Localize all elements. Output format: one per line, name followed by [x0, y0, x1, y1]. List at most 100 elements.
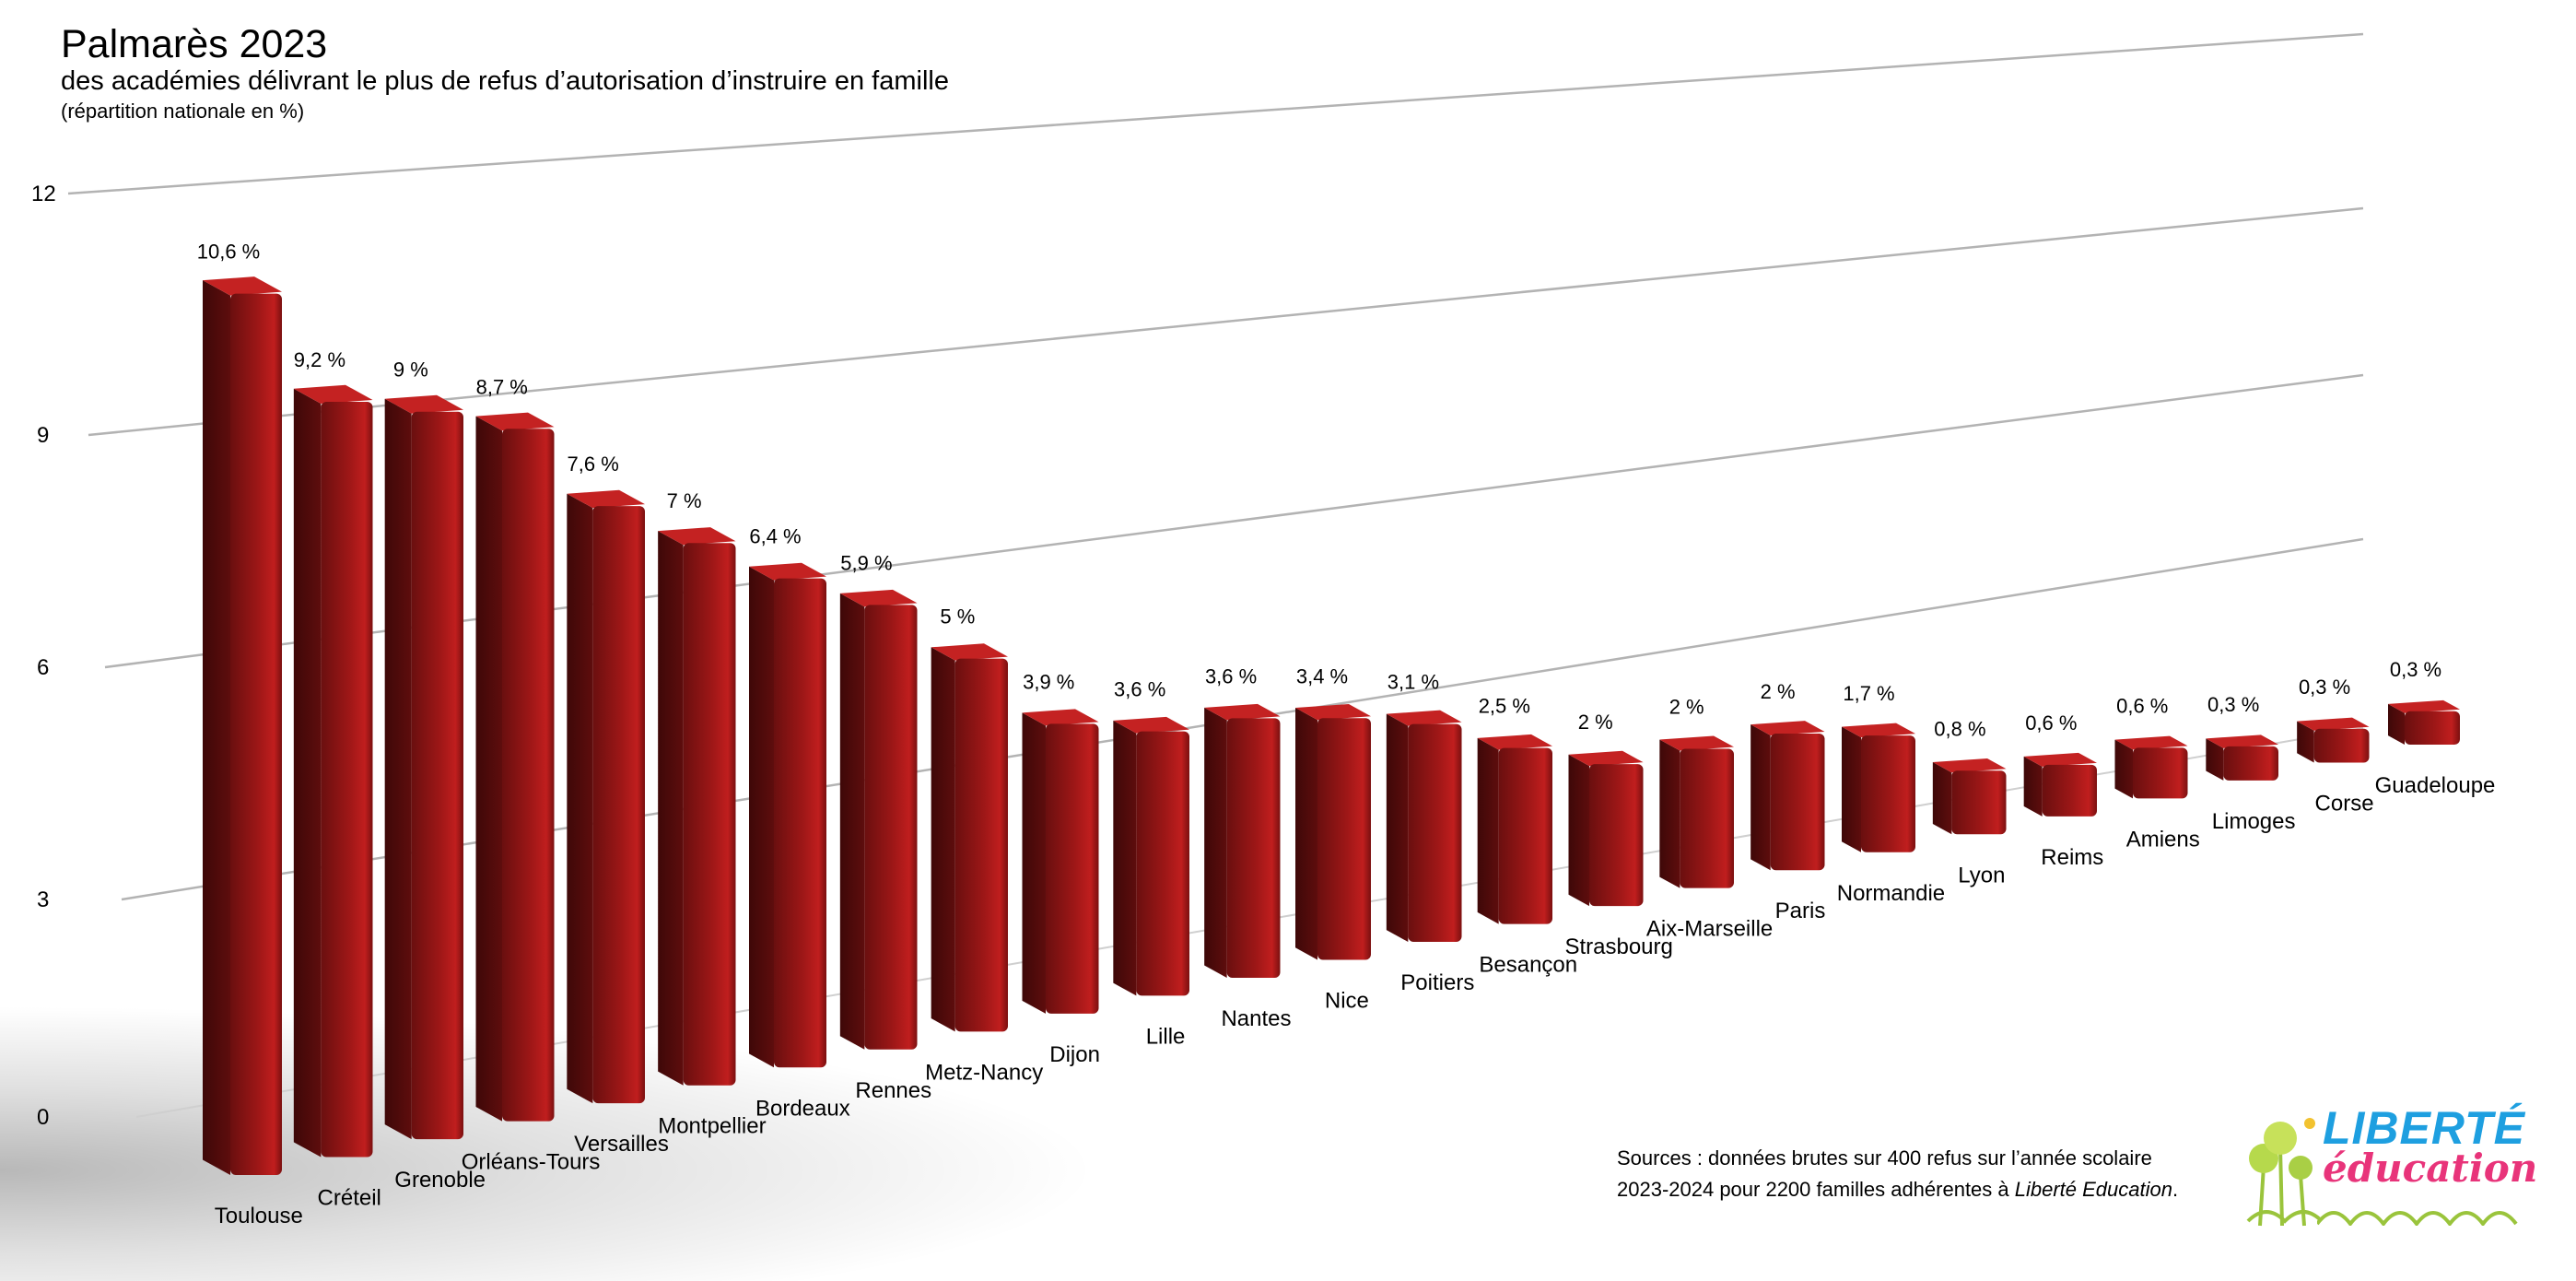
source-line-2-prefix: 2023-2024 pour 2200 familles adhérentes … [1617, 1178, 2015, 1201]
value-label: 0,3 % [2390, 658, 2441, 681]
value-label: 5,9 % [840, 551, 892, 574]
category-label: Bordeaux [755, 1096, 850, 1121]
source-line-2: 2023-2024 pour 2200 familles adhérentes … [1617, 1174, 2178, 1205]
bar-20 [1932, 758, 2007, 835]
category-label: Toulouse [215, 1204, 303, 1228]
bar-top [2297, 717, 2370, 731]
category-label: Lyon [1958, 863, 2005, 887]
y-tick-label: 12 [31, 182, 56, 206]
bar-top [203, 276, 282, 296]
category-label: Poitiers [1400, 970, 1474, 995]
category-label: Montpellier [658, 1114, 766, 1139]
bar-top [2206, 735, 2278, 748]
bar-3 [384, 394, 463, 1140]
y-tick-label: 0 [37, 1105, 49, 1130]
bar-side [203, 280, 230, 1176]
y-tick-label: 3 [37, 887, 49, 912]
value-label: 3,6 % [1205, 664, 1257, 688]
source-line-1: Sources : données brutes sur 400 refus s… [1617, 1146, 2152, 1169]
logo-arches [2317, 1211, 2518, 1226]
bar-14 [1386, 710, 1462, 943]
value-label: 3,9 % [1023, 670, 1074, 693]
bar-front [683, 543, 736, 1086]
bar-top [1842, 723, 1915, 738]
chart-unit-note: (répartition nationale en %) [61, 100, 305, 123]
value-label: 3,6 % [1114, 678, 1165, 701]
bar-side [567, 493, 593, 1104]
value-label: 2 % [1578, 711, 1613, 734]
bar-front [2223, 746, 2278, 781]
value-label: 5 % [940, 605, 975, 629]
bar-front [1046, 723, 1099, 1014]
value-label: 7 % [667, 489, 702, 512]
category-label: Amiens [2126, 827, 2200, 852]
bar-25 [2388, 699, 2460, 745]
bar-top [2114, 735, 2188, 750]
bar-side [931, 647, 955, 1032]
bar-top [1568, 750, 1644, 767]
bar-top [1751, 721, 1825, 735]
bar-5 [567, 489, 645, 1104]
value-label: 9,2 % [294, 348, 345, 371]
category-label: Metz-Nancy [925, 1060, 1043, 1085]
bar-12 [1204, 703, 1281, 978]
bar-6 [658, 527, 736, 1086]
source-line-2-suffix: . [2172, 1178, 2179, 1201]
bar-front [411, 411, 463, 1140]
value-label: 0,6 % [2025, 711, 2077, 735]
bar-4 [475, 412, 555, 1122]
bar-front [1770, 733, 1825, 871]
value-label: 6,4 % [749, 525, 801, 548]
category-label: Guadeloupe [2375, 773, 2496, 798]
category-label: Strasbourg [1564, 934, 1672, 959]
bar-13 [1295, 704, 1371, 960]
y-axis-ticks: 0 3 6 9 12 [31, 182, 56, 1130]
bar-top [293, 384, 373, 404]
bar-top [1477, 734, 1552, 750]
value-label: 0,8 % [1934, 717, 1985, 740]
bar-10 [1022, 709, 1099, 1014]
bar-top [1204, 703, 1281, 721]
y-tick-label: 9 [37, 423, 49, 448]
bar-17 [1659, 735, 1734, 888]
bar-top [1295, 704, 1371, 721]
logo-word-liberte: LIBERTÉ [2323, 1102, 2525, 1154]
bar-top [1113, 716, 1189, 734]
bar-top [658, 527, 736, 546]
value-label: 3,4 % [1296, 664, 1348, 688]
bar-side [1204, 707, 1227, 978]
bar-side [2206, 738, 2224, 781]
category-label: Corse [2315, 791, 2374, 816]
source-note: Sources : données brutes sur 400 refus s… [1617, 1143, 2178, 1205]
category-label: Nantes [1221, 1006, 1291, 1031]
bar-side [839, 593, 865, 1050]
bar-front [1951, 770, 2007, 835]
bar-top [1022, 709, 1099, 726]
bar-top [1386, 710, 1462, 726]
bar-19 [1842, 723, 1915, 852]
value-label: 9 % [393, 358, 428, 382]
bar-side [1113, 720, 1137, 996]
category-label: Besançon [1479, 953, 1577, 978]
bar-1 [203, 276, 282, 1176]
bar-top [2023, 752, 2097, 767]
category-label: Limoges [2212, 809, 2296, 834]
bar-front [2042, 764, 2097, 817]
bar-18 [1751, 721, 1825, 871]
bar-front [1498, 747, 1552, 924]
bar-side [1295, 708, 1317, 960]
bar-top [567, 489, 645, 509]
bar-front [2313, 728, 2370, 763]
value-label: 0,3 % [2207, 693, 2259, 716]
bar-front [864, 605, 918, 1050]
value-label: 0,6 % [2116, 694, 2168, 717]
category-label: Dijon [1049, 1042, 1100, 1067]
category-label: Aix-Marseille [1646, 917, 1773, 942]
bar-side [1477, 737, 1499, 924]
category-label: Lille [1146, 1024, 1186, 1049]
source-line-2-italic: Liberté Education [2014, 1178, 2172, 1201]
bar-side [1386, 713, 1409, 943]
chart-title: Palmarès 2023 [61, 22, 328, 66]
bar-22 [2114, 735, 2188, 799]
